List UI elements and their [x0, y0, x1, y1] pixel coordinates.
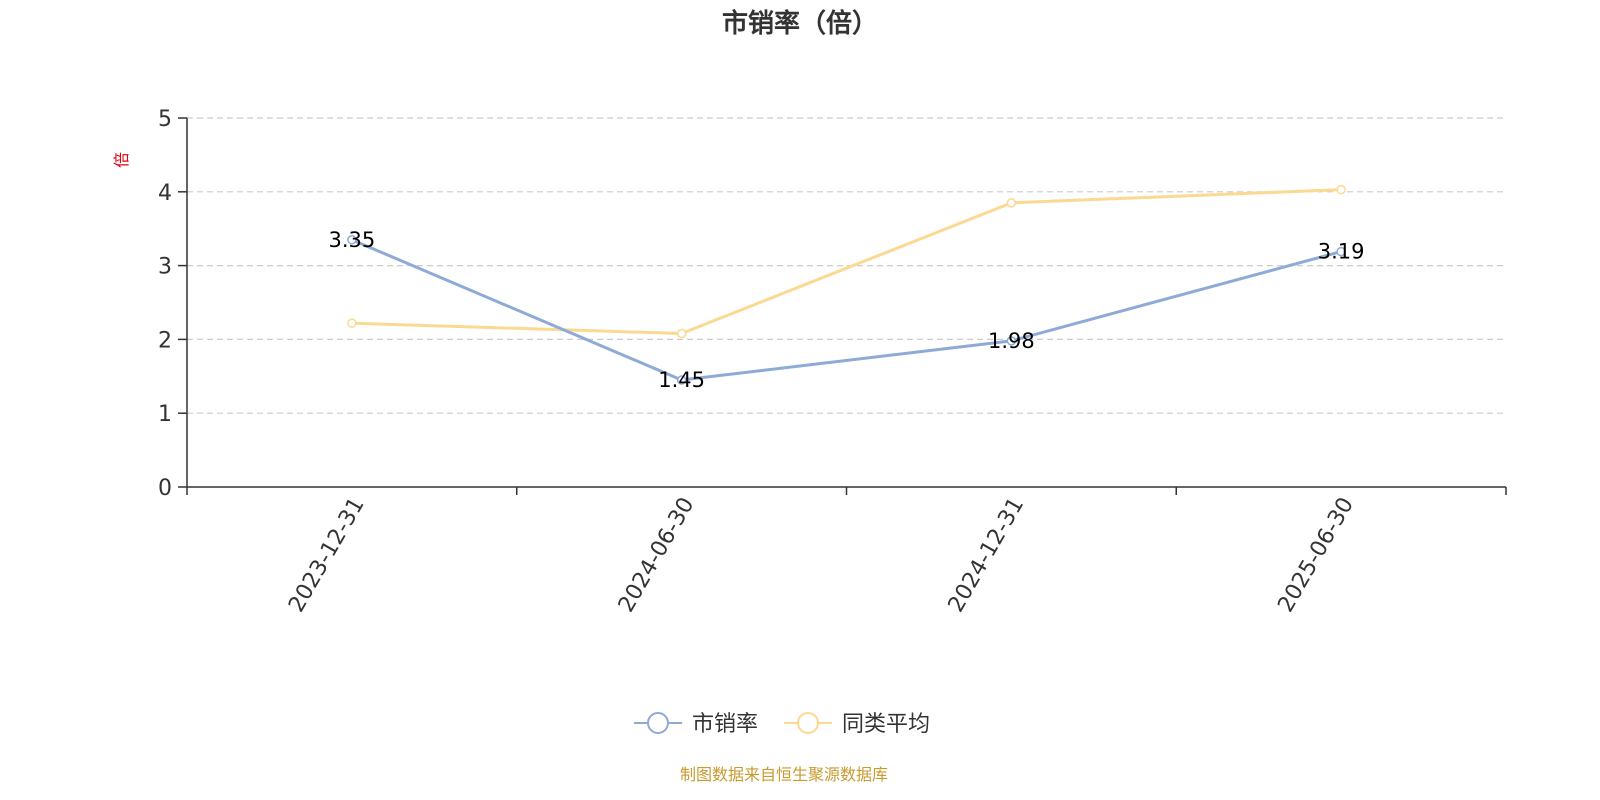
legend-item-series-1[interactable]: 同类平均: [784, 712, 930, 737]
axes: [178, 117, 1507, 495]
y-tick-label: 3: [158, 255, 172, 280]
data-labels: 3.35 1.45 1.98 3.19: [328, 228, 1364, 392]
y-tick-label: 4: [158, 181, 172, 206]
legend-label-series-1: 同类平均: [842, 712, 930, 737]
legend-marker-series-1: [797, 712, 819, 734]
series-line-0: [351, 238, 1342, 382]
legend-label-series-0: 市销率: [692, 712, 758, 737]
series-0-point: [676, 375, 687, 385]
data-label: 1.98: [988, 329, 1035, 353]
y-tick-label: 2: [158, 328, 172, 353]
x-tick-labels: 2023-12-31 2024-06-30 2024-12-31 2025-06-30: [284, 493, 1359, 616]
data-label: 3.19: [1318, 240, 1365, 264]
series-1-point: [1006, 198, 1017, 208]
series-0-point: [1336, 246, 1346, 257]
y-tick-label: 0: [158, 476, 172, 501]
source-note: 制图数据来自恒生聚源数据库: [680, 765, 888, 784]
series-1-point: [347, 318, 357, 328]
series-line-1: [351, 188, 1342, 335]
legend-item-series-0[interactable]: 市销率: [634, 712, 758, 737]
series-0-point: [347, 235, 357, 245]
grid-lines: [187, 117, 1506, 414]
x-tick-label: 2024-12-31: [944, 493, 1030, 616]
y-tick-labels: 0 1 2 3 4 5: [158, 107, 172, 501]
y-axis-unit: 倍: [112, 152, 131, 168]
y-tick-label: 1: [158, 402, 172, 427]
series-1-point: [1336, 184, 1346, 195]
series-layer: [347, 184, 1346, 385]
series-1-point: [676, 328, 687, 339]
chart-title: 市销率（倍）: [722, 8, 878, 39]
data-label: 1.45: [658, 368, 705, 392]
x-tick-label: 2025-06-30: [1273, 493, 1359, 616]
y-tick-label: 5: [158, 107, 172, 132]
series-0-point: [1006, 336, 1017, 346]
x-tick-label: 2023-12-31: [284, 493, 370, 616]
x-tick-label: 2024-06-30: [614, 493, 700, 616]
legend-marker-series-0: [647, 712, 669, 734]
data-label: 3.35: [328, 228, 375, 252]
legend[interactable]: 市销率 同类平均: [634, 712, 930, 737]
